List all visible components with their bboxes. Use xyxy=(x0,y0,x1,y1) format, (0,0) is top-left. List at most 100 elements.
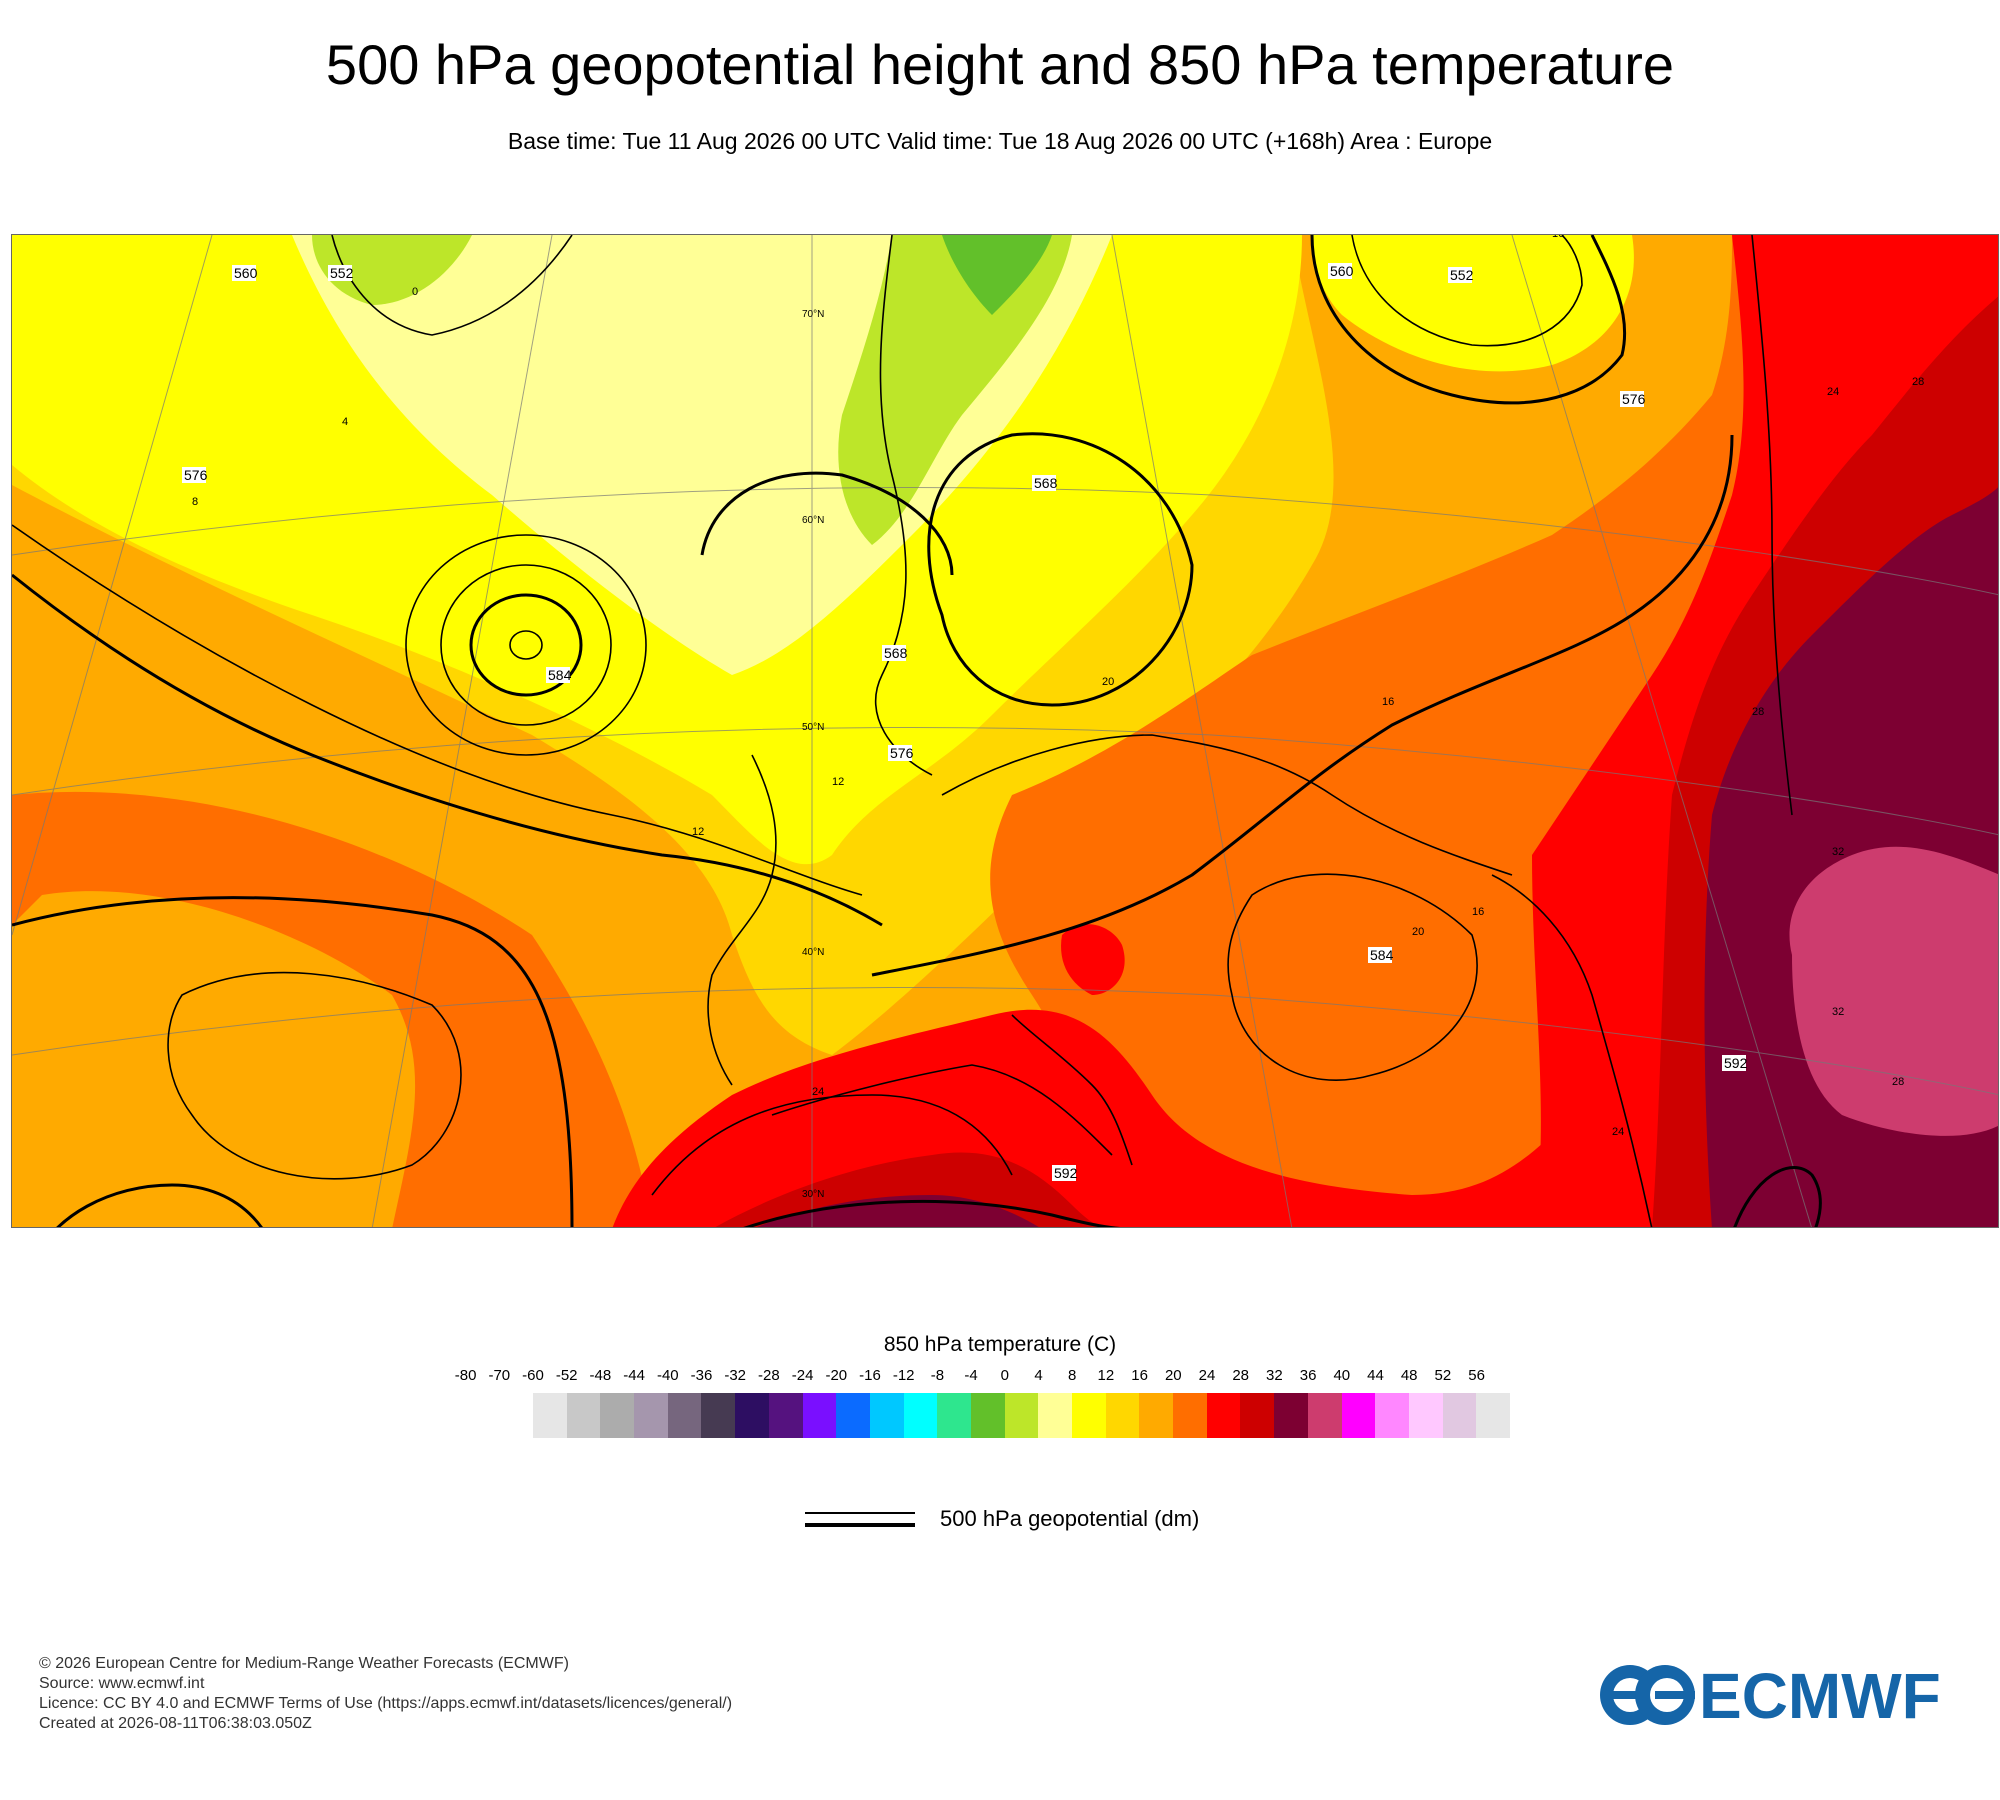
colorbar-swatch xyxy=(566,1393,601,1438)
temp-label: 16 xyxy=(1382,696,1394,708)
colorbar-tick-label: 40 xyxy=(1333,1367,1351,1384)
coastlines xyxy=(331,235,1793,1227)
geopotential-legend-label: 500 hPa geopotential (dm) xyxy=(940,1506,1200,1531)
footer-line: Licence: CC BY 4.0 and ECMWF Terms of Us… xyxy=(39,1695,733,1712)
colorbar-tick-label: -40 xyxy=(656,1367,679,1384)
contour-label: 552 xyxy=(330,265,354,281)
colorbar-tick-label: -52 xyxy=(555,1367,578,1384)
colorbar-tick-label: 52 xyxy=(1434,1367,1452,1384)
colorbar-tick-label: 12 xyxy=(1097,1367,1115,1384)
temp-label: 32 xyxy=(1832,1006,1844,1018)
ecmwf-logo-mark xyxy=(1600,1665,1695,1725)
colorbar-swatch xyxy=(869,1393,904,1438)
colorbar-swatch xyxy=(1139,1393,1174,1438)
temp-label: 24 xyxy=(1827,386,1839,398)
lat-label-group: 70°N 60°N 50°N 40°N 30°N xyxy=(802,309,824,1200)
colorbar-tick-label: -36 xyxy=(690,1367,713,1384)
contour-label: 560 xyxy=(234,265,258,281)
colorbar-swatch xyxy=(1375,1393,1409,1438)
temp-field-36-arabia xyxy=(1789,846,1998,1136)
footer-credits: © 2026 European Centre for Medium-Range … xyxy=(39,1654,732,1734)
geopotential-legend-line xyxy=(805,1512,915,1527)
contour-label: 560 xyxy=(1330,263,1354,279)
contour-label-group: 560 552 568 576 584 568 576 560 552 576 … xyxy=(182,263,1748,1181)
contour-label: 584 xyxy=(548,667,572,683)
lat-label: 70°N xyxy=(802,309,824,320)
colorbar-tick-label: -32 xyxy=(724,1367,747,1384)
colorbar-tick-label: -20 xyxy=(825,1367,848,1384)
colorbar-tick-label: 20 xyxy=(1164,1367,1182,1384)
temp-label: 12 xyxy=(692,826,704,838)
contour-label: 592 xyxy=(1724,1055,1748,1071)
ecmwf-logo-text: ECMWF xyxy=(1699,1660,1941,1730)
temp-label: 20 xyxy=(1412,926,1424,938)
colorbar-swatch xyxy=(701,1393,736,1438)
colorbar-swatch xyxy=(903,1393,938,1438)
map-svg: 560 552 568 576 584 568 576 560 552 576 … xyxy=(12,235,1998,1227)
colorbar-tick-label: 28 xyxy=(1232,1367,1250,1384)
colorbar-tick-label: -44 xyxy=(623,1367,645,1384)
contour-label: 568 xyxy=(1034,475,1058,491)
temp-label: 32 xyxy=(1832,846,1844,858)
colorbar-swatch xyxy=(1240,1393,1275,1438)
lat-label: 60°N xyxy=(802,515,824,526)
colorbar-swatch xyxy=(634,1393,668,1438)
colorbar-swatch xyxy=(1206,1393,1241,1438)
temp-field-0-scandinavia xyxy=(838,235,1072,545)
colorbar-swatch xyxy=(768,1393,803,1438)
colorbar-swatch xyxy=(1173,1393,1207,1438)
graticule xyxy=(12,235,1998,1227)
colorbar-tick-label: 0 xyxy=(1000,1367,1009,1384)
colorbar-title: 850 hPa temperature (C) xyxy=(883,1333,1117,1356)
temp-field-0-greenland xyxy=(312,235,472,305)
geopotential-contours xyxy=(12,235,1822,1227)
temp-label: 8 xyxy=(192,496,198,508)
colorbar-swatch xyxy=(533,1393,567,1438)
temp-field-8-ne xyxy=(1312,235,1634,372)
temp-label: 16 xyxy=(1472,906,1484,918)
temp-label: 4 xyxy=(342,416,348,428)
colorbar-swatch xyxy=(970,1393,1005,1438)
colorbar-tick-label: 4 xyxy=(1034,1367,1043,1384)
temp-label: 28 xyxy=(1752,706,1764,718)
contour-label: 576 xyxy=(890,745,914,761)
colorbar-tick-label: 16 xyxy=(1131,1367,1148,1384)
colorbar-swatch xyxy=(1105,1393,1140,1438)
colorbar-tick-label: -4 xyxy=(964,1367,978,1384)
colorbar-swatch xyxy=(1274,1393,1308,1438)
temp-label: 0 xyxy=(412,286,418,298)
colorbar-tick-labels: -80 -70 -60 -52 -48 -44 -40 -36 -32 -28 -24 -20 -16-… xyxy=(0,1367,2000,1391)
temp-label: 16 xyxy=(1552,235,1564,240)
colorbar-tick-label: -48 xyxy=(589,1367,612,1384)
contour-label: 592 xyxy=(1054,1165,1078,1181)
colorbar-swatch xyxy=(1476,1393,1510,1438)
colorbar-tick-label: -28 xyxy=(758,1367,780,1384)
temp-label: 28 xyxy=(1912,376,1924,388)
colorbar-tick-label: 56 xyxy=(1468,1367,1485,1384)
forecast-map: 560 552 568 576 584 568 576 560 552 576 … xyxy=(11,234,1999,1228)
lat-label: 40°N xyxy=(802,947,824,958)
colorbar-tick-label: 48 xyxy=(1400,1367,1418,1384)
colorbar-swatch xyxy=(600,1393,635,1438)
colorbar-tick-label: -80 xyxy=(454,1367,477,1384)
colorbar-swatch xyxy=(937,1393,971,1438)
contour-label: 552 xyxy=(1450,267,1474,283)
colorbar-swatch xyxy=(1004,1393,1039,1438)
colorbar-swatch xyxy=(1307,1393,1342,1438)
temp-label: 20 xyxy=(1102,676,1114,688)
footer-line: Source: www.ecmwf.int xyxy=(39,1675,205,1692)
chart-subtitle: Base time: Tue 11 Aug 2026 00 UTC Valid … xyxy=(507,128,1493,154)
temp-label-group: 0 4 8 12 16 20 24 28 32 16 12 16 24 28 3… xyxy=(192,235,1924,1138)
colorbar-swatch xyxy=(1442,1393,1477,1438)
colorbar-swatch xyxy=(1341,1393,1376,1438)
colorbar-swatch xyxy=(1038,1393,1072,1438)
colorbar-tick-label: 44 xyxy=(1367,1367,1384,1384)
footer-line: Created at 2026-08-11T06:38:03.050Z xyxy=(39,1715,312,1732)
colorbar-swatch xyxy=(735,1393,769,1438)
chart-title: 500 hPa geopotential height and 850 hPa … xyxy=(325,33,1675,96)
colorbar-tick-label: -70 xyxy=(488,1367,511,1384)
colorbar-tick-label: 36 xyxy=(1299,1367,1317,1384)
colorbar-swatch xyxy=(1408,1393,1443,1438)
contour-label: 584 xyxy=(1370,947,1394,963)
colorbar-tick-label: -24 xyxy=(791,1367,814,1384)
